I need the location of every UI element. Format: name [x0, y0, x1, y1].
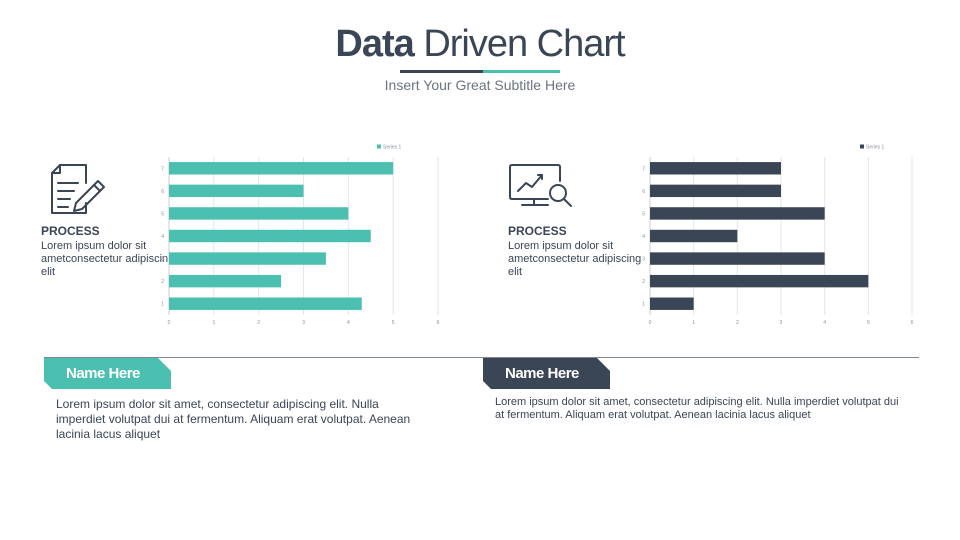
chart-1-xtick-label: 5 — [867, 320, 870, 326]
chart-0-xtick-label: 5 — [392, 320, 395, 326]
title-underline-teal — [483, 70, 560, 73]
left-name-tab-shape — [44, 358, 171, 389]
left-bar-chart: 0 1 2 3 4 5 6 1 2 3 4 5 6 7 Series 1 — [161, 144, 440, 326]
chart-1-bar — [650, 207, 825, 220]
chart-0-legend-swatch — [377, 144, 381, 149]
chart-0-ytick-label: 3 — [161, 257, 164, 263]
chart-1-ytick-label: 7 — [642, 166, 645, 172]
right-name-tab: Name Here — [483, 358, 610, 389]
chart-0-ytick-label: 5 — [161, 211, 164, 217]
page-title: Data Driven Chart — [0, 22, 960, 66]
chart-1-bar — [650, 162, 781, 175]
title-block: Data Driven Chart — [0, 22, 960, 66]
title-underline-dark — [400, 70, 483, 73]
left-process-text: Lorem ipsum dolor sit ametconsectetur ad… — [41, 240, 175, 278]
chart-0-bar — [169, 252, 326, 265]
chart-0-xtick-label: 1 — [212, 320, 215, 326]
left-name-tab: Name Here — [44, 358, 171, 389]
right-process-title: PROCESS — [508, 224, 567, 238]
page-subtitle: Insert Your Great Subtitle Here — [384, 77, 576, 93]
chart-1-ytick-label: 1 — [642, 302, 645, 308]
left-process-title: PROCESS — [41, 224, 100, 238]
chart-1-legend-swatch — [860, 144, 864, 149]
right-name-tab-shape — [483, 358, 610, 389]
chart-0-xtick-label: 2 — [257, 320, 260, 326]
chart-0-ytick-label: 4 — [161, 234, 164, 240]
chart-0-ytick-label: 7 — [161, 166, 164, 172]
chart-0-legend-label: Series 1 — [383, 145, 402, 151]
chart-0-bar — [169, 297, 362, 310]
section-divider — [44, 357, 919, 358]
chart-0-bar — [169, 162, 394, 175]
chart-0-bar — [169, 229, 371, 243]
chart-1-ytick-label: 4 — [642, 234, 645, 240]
chart-0-xtick-label: 0 — [168, 320, 171, 326]
chart-1-ytick-label: 5 — [642, 211, 645, 217]
chart-1-xtick-label: 4 — [823, 320, 826, 326]
chart-1-xtick-label: 1 — [692, 320, 695, 326]
chart-0-xtick-label: 3 — [302, 320, 305, 326]
chart-1-bar — [650, 274, 869, 288]
chart-1-bar — [650, 252, 825, 265]
chart-0-xtick-label: 4 — [347, 320, 350, 326]
page-title-bold: Data — [335, 23, 414, 65]
document-pen-icon — [51, 164, 105, 214]
chart-1-xtick-label: 6 — [911, 320, 914, 326]
chart-0-bar — [169, 184, 304, 198]
chart-0-bar — [169, 207, 349, 220]
chart-1-legend-label: Series 1 — [866, 145, 885, 151]
chart-0-ytick-label: 2 — [161, 279, 164, 285]
right-body-text: Lorem ipsum dolor sit amet, consectetur … — [495, 396, 899, 421]
chart-1-ytick-label: 3 — [642, 257, 645, 263]
monitor-chart-magnifier-icon — [509, 164, 572, 207]
chart-0-ytick-label: 6 — [161, 189, 164, 195]
chart-1-xtick-label: 0 — [649, 320, 652, 326]
chart-0-bar — [169, 274, 282, 288]
chart-1-xtick-label: 3 — [780, 320, 783, 326]
page-title-light: Driven Chart — [423, 23, 625, 65]
chart-1-ytick-label: 6 — [642, 189, 645, 195]
left-body-text: Lorem ipsum dolor sit amet, consectetur … — [56, 397, 411, 441]
chart-1-xtick-label: 2 — [736, 320, 739, 326]
right-process-text: Lorem ipsum dolor sit ametconsectetur ad… — [508, 240, 642, 278]
right-bar-chart: 0 1 2 3 4 5 6 1 2 3 4 5 6 7 Series 1 — [642, 144, 914, 326]
chart-0-xtick-label: 6 — [437, 320, 440, 326]
chart-1-bar — [650, 297, 694, 310]
chart-0-ytick-label: 1 — [161, 302, 164, 308]
right-name-label: Name Here — [505, 365, 579, 382]
chart-1-bar — [650, 184, 781, 198]
chart-1-bar — [650, 229, 738, 243]
chart-1-ytick-label: 2 — [642, 279, 645, 285]
left-name-label: Name Here — [66, 365, 140, 382]
